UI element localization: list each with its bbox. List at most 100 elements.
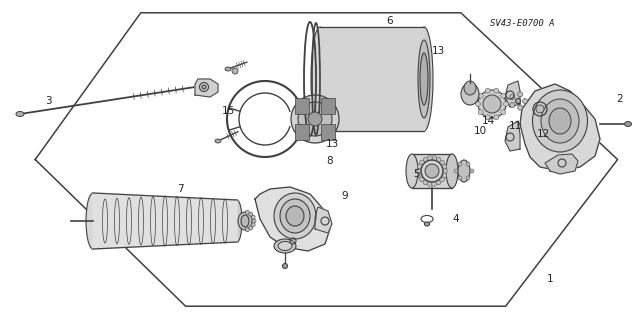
Text: 3: 3 bbox=[45, 96, 51, 106]
Ellipse shape bbox=[420, 160, 424, 165]
Text: 12: 12 bbox=[536, 129, 550, 139]
Ellipse shape bbox=[510, 94, 515, 100]
Ellipse shape bbox=[245, 228, 250, 232]
Ellipse shape bbox=[476, 101, 481, 107]
Ellipse shape bbox=[432, 181, 436, 186]
Ellipse shape bbox=[485, 88, 490, 93]
Ellipse shape bbox=[541, 99, 579, 143]
Ellipse shape bbox=[549, 108, 571, 134]
Ellipse shape bbox=[417, 168, 422, 174]
Polygon shape bbox=[545, 154, 578, 174]
Ellipse shape bbox=[406, 154, 418, 188]
Bar bbox=[321, 98, 335, 114]
Ellipse shape bbox=[478, 110, 483, 115]
Ellipse shape bbox=[625, 122, 632, 127]
Ellipse shape bbox=[232, 200, 242, 242]
Ellipse shape bbox=[440, 177, 444, 182]
Ellipse shape bbox=[274, 193, 316, 239]
Polygon shape bbox=[255, 187, 330, 251]
Ellipse shape bbox=[251, 215, 255, 219]
Ellipse shape bbox=[518, 92, 523, 97]
Ellipse shape bbox=[298, 102, 332, 136]
Ellipse shape bbox=[16, 112, 24, 116]
Text: 13: 13 bbox=[431, 46, 445, 56]
Text: 15: 15 bbox=[221, 106, 235, 116]
Ellipse shape bbox=[282, 263, 287, 269]
Polygon shape bbox=[505, 81, 520, 107]
Polygon shape bbox=[320, 27, 424, 131]
Ellipse shape bbox=[446, 154, 458, 188]
Ellipse shape bbox=[461, 83, 479, 105]
Text: 5: 5 bbox=[413, 169, 419, 179]
Ellipse shape bbox=[249, 212, 253, 216]
Text: 1: 1 bbox=[547, 274, 554, 284]
Text: 11: 11 bbox=[508, 121, 522, 131]
Ellipse shape bbox=[423, 157, 428, 162]
Polygon shape bbox=[93, 193, 237, 249]
Text: SV43-E0700 A: SV43-E0700 A bbox=[490, 19, 554, 28]
Ellipse shape bbox=[215, 139, 221, 143]
Polygon shape bbox=[505, 121, 520, 151]
Bar bbox=[295, 124, 309, 140]
Ellipse shape bbox=[518, 105, 523, 110]
Ellipse shape bbox=[522, 99, 527, 103]
Ellipse shape bbox=[442, 168, 447, 174]
Ellipse shape bbox=[432, 156, 436, 161]
Ellipse shape bbox=[420, 177, 424, 182]
Ellipse shape bbox=[501, 93, 506, 98]
Text: 7: 7 bbox=[177, 184, 183, 194]
Ellipse shape bbox=[232, 68, 238, 74]
Ellipse shape bbox=[440, 160, 444, 165]
Polygon shape bbox=[520, 84, 600, 171]
Ellipse shape bbox=[311, 27, 329, 131]
Ellipse shape bbox=[436, 157, 441, 162]
Ellipse shape bbox=[238, 212, 252, 230]
Ellipse shape bbox=[249, 226, 253, 230]
Ellipse shape bbox=[415, 27, 433, 131]
Ellipse shape bbox=[494, 88, 499, 93]
Ellipse shape bbox=[494, 115, 499, 120]
Ellipse shape bbox=[458, 162, 462, 166]
Ellipse shape bbox=[442, 164, 447, 169]
Ellipse shape bbox=[428, 181, 432, 186]
Ellipse shape bbox=[424, 222, 429, 226]
Text: 4: 4 bbox=[452, 214, 460, 224]
Ellipse shape bbox=[466, 162, 470, 166]
Ellipse shape bbox=[515, 99, 520, 103]
Ellipse shape bbox=[458, 176, 462, 180]
Text: 8: 8 bbox=[326, 156, 333, 166]
Ellipse shape bbox=[420, 53, 428, 105]
Ellipse shape bbox=[423, 180, 428, 185]
Ellipse shape bbox=[274, 239, 296, 253]
Text: 2: 2 bbox=[617, 94, 623, 104]
Text: 13: 13 bbox=[325, 139, 339, 149]
Ellipse shape bbox=[485, 115, 490, 120]
Ellipse shape bbox=[425, 164, 439, 178]
Bar bbox=[295, 98, 309, 114]
Ellipse shape bbox=[458, 160, 470, 182]
Polygon shape bbox=[315, 207, 332, 233]
Ellipse shape bbox=[483, 95, 501, 113]
Ellipse shape bbox=[245, 210, 250, 214]
Ellipse shape bbox=[510, 103, 515, 108]
Ellipse shape bbox=[428, 156, 432, 161]
Ellipse shape bbox=[454, 169, 458, 173]
Ellipse shape bbox=[291, 95, 339, 143]
Text: 14: 14 bbox=[481, 116, 495, 126]
Ellipse shape bbox=[504, 101, 509, 107]
Ellipse shape bbox=[442, 173, 447, 178]
Ellipse shape bbox=[536, 105, 544, 113]
Ellipse shape bbox=[436, 180, 441, 185]
Text: 9: 9 bbox=[342, 191, 348, 201]
Ellipse shape bbox=[478, 90, 506, 118]
Ellipse shape bbox=[86, 193, 100, 249]
Ellipse shape bbox=[286, 206, 304, 226]
Ellipse shape bbox=[464, 81, 476, 95]
Ellipse shape bbox=[308, 112, 322, 126]
Ellipse shape bbox=[501, 110, 506, 115]
Text: 6: 6 bbox=[387, 16, 394, 26]
Ellipse shape bbox=[280, 199, 310, 233]
Ellipse shape bbox=[478, 93, 483, 98]
Ellipse shape bbox=[202, 85, 206, 89]
Text: 10: 10 bbox=[474, 126, 486, 136]
